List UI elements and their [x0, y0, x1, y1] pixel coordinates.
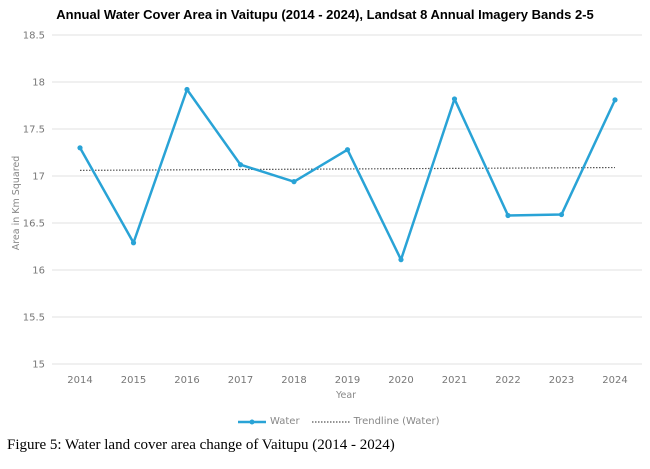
y-axis-ticks: 15 15.5 16 16.5 17 17.5 18 18.5 [23, 31, 45, 371]
data-point [398, 257, 404, 263]
x-tick-label: 2021 [442, 375, 467, 386]
chart-title: Annual Water Cover Area in Vaitupu (2014… [56, 7, 594, 22]
data-point [130, 240, 137, 246]
y-tick-label: 17 [32, 172, 45, 183]
data-point [344, 147, 351, 153]
y-tick-label: 16 [32, 266, 45, 277]
water-data-points [77, 86, 618, 263]
legend-label-trendline: Trendline (Water) [353, 416, 440, 427]
gridlines [52, 34, 642, 365]
data-point [184, 86, 190, 93]
x-tick-label: 2017 [228, 375, 253, 386]
x-tick-label: 2019 [335, 375, 360, 386]
trendline-legend-swatch [311, 420, 350, 423]
trendline [79, 166, 616, 171]
y-tick-label: 17.5 [23, 125, 45, 136]
data-point [451, 96, 458, 102]
x-axis-label: Year [335, 390, 356, 401]
y-tick-label: 16.5 [23, 219, 45, 230]
legend-label-water: Water [270, 416, 300, 427]
x-tick-label: 2022 [495, 375, 520, 386]
data-point [558, 211, 565, 218]
legend-item-trendline: Trendline (Water) [311, 416, 440, 427]
y-tick-label: 18 [32, 78, 45, 89]
data-point [237, 162, 244, 168]
x-tick-label: 2014 [67, 375, 92, 386]
legend: Water Trendline (Water) [238, 416, 452, 427]
x-tick-label: 2018 [281, 375, 306, 386]
x-tick-label: 2020 [388, 375, 413, 386]
data-point [77, 145, 83, 151]
data-point [612, 97, 618, 103]
water-legend-swatch [238, 419, 266, 424]
water-series-line [78, 88, 617, 261]
x-axis-ticks: 2014 2015 2016 2017 2018 2019 2020 2021 2022 2023… [67, 375, 627, 386]
figure-caption: Figure 5: Water land cover area change o… [7, 437, 395, 453]
data-point [291, 179, 297, 185]
y-tick-label: 18.5 [23, 31, 45, 42]
y-tick-label: 15 [32, 360, 45, 371]
y-tick-label: 15.5 [23, 313, 45, 324]
x-tick-label: 2016 [174, 375, 199, 386]
x-tick-label: 2024 [602, 375, 627, 386]
data-point [505, 212, 511, 219]
x-tick-label: 2015 [121, 375, 146, 386]
legend-item-water: Water [238, 416, 300, 427]
x-tick-label: 2023 [549, 375, 574, 386]
y-axis-label: Area in Km Squared [11, 156, 22, 251]
